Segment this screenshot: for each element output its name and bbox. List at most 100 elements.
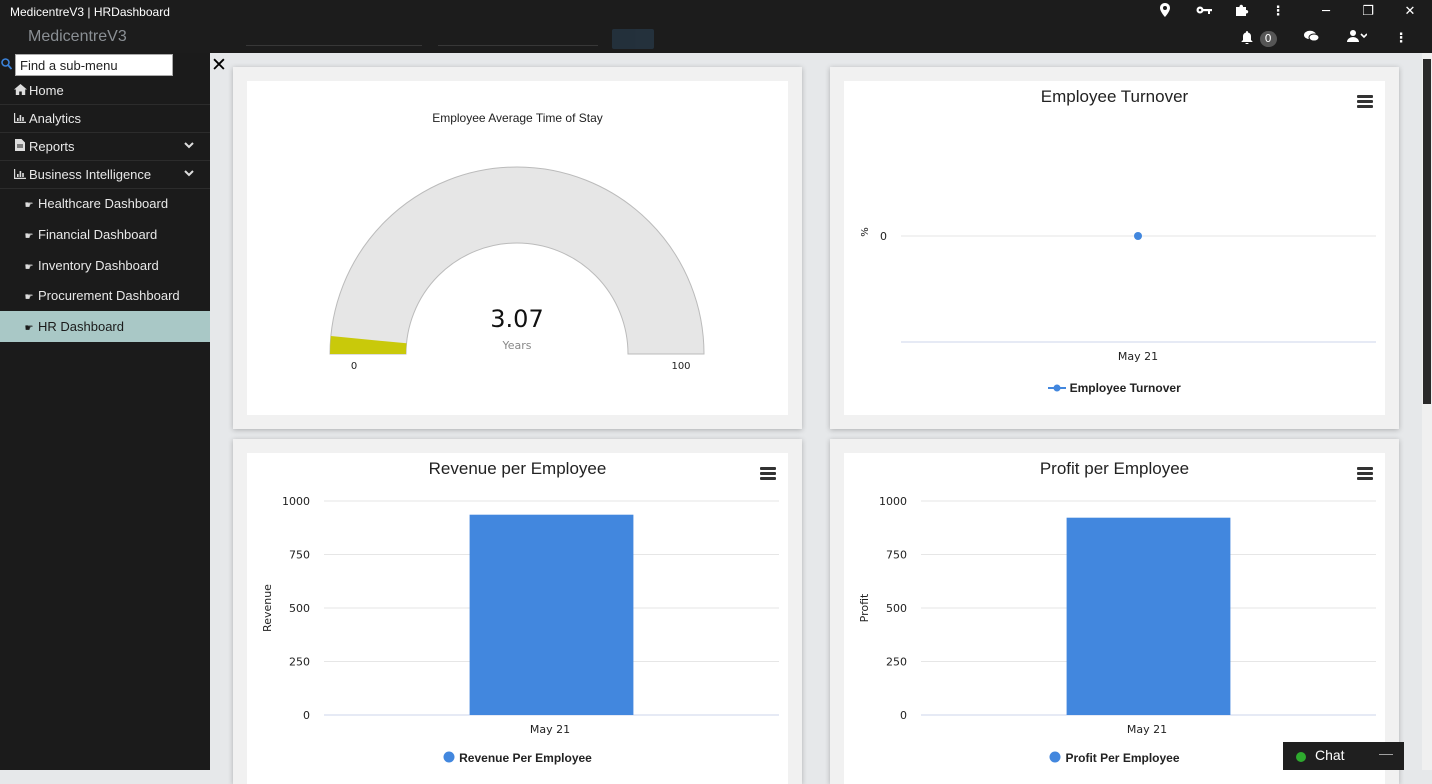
online-status-dot [1296,752,1306,762]
home-icon [13,78,27,106]
file-icon [13,134,27,162]
y-tick-label: 250 [289,656,310,669]
sidebar-item-healthcare-dashboard[interactable]: ☛ Healthcare Dashboard [0,188,210,219]
revenue-chart: Revenue per Employee 0 250 500 750 1000 Reve… [247,453,788,784]
window-titlebar: MedicentreV3 | HRDashboard ⋮ ─ ❐ ✕ [0,0,1432,24]
turnover-svg: % 0 May 21 [860,227,1376,363]
chart-legend[interactable]: Employee Turnover [844,381,1385,395]
chart-legend[interactable]: Revenue Per Employee [247,751,788,765]
notifications-button[interactable]: 0 [1240,28,1278,50]
sidebar-item-procurement-dashboard[interactable]: ☛ Procurement Dashboard [0,280,210,311]
chart-legend[interactable]: Profit Per Employee [844,751,1385,765]
hand-pointer-icon: ☛ [24,292,34,303]
data-point [1134,232,1142,240]
chart-title: Employee Average Time of Stay [432,111,603,125]
date-from-field[interactable] [246,32,422,46]
user-icon [1347,30,1368,46]
x-tick-label: May 21 [530,723,570,736]
more-icon[interactable]: ⋮ [1271,4,1285,19]
profit-chart: Profit per Employee 0 250 500 750 1000 Profi… [844,453,1385,784]
hand-pointer-icon: ☛ [24,231,34,242]
y-tick-label: 500 [289,602,310,615]
puzzle-icon[interactable] [1233,3,1251,21]
gauge-panel: Employee Average Time of Stay 3.07 Years… [233,67,802,429]
y-tick-label: 250 [886,656,907,669]
gauge-value-arc [330,335,407,354]
legend-label: Profit Per Employee [1065,751,1180,765]
profit-svg: 0 250 500 750 1000 Profit May 21 [858,495,1376,736]
sidebar-item-inventory-dashboard[interactable]: ☛ Inventory Dashboard [0,250,210,281]
chart-title: Employee Turnover [1040,87,1189,106]
y-tick-label: 500 [886,602,907,615]
chart-menu-icon[interactable] [760,467,776,481]
close-sidebar-button[interactable]: ✕ [211,54,227,76]
revenue-panel: Revenue per Employee 0 250 500 750 1000 Reve… [233,439,802,784]
chat-bubbles-icon[interactable] [1302,28,1320,50]
sidebar-item-label: Inventory Dashboard [38,258,159,273]
bell-icon [1241,31,1257,46]
gauge-unit: Years [501,339,531,352]
hand-pointer-icon: ☛ [24,323,34,334]
submenu-search-input[interactable] [15,54,173,76]
minimize-chat-icon[interactable]: — [1379,745,1393,761]
chart-title: Profit per Employee [1039,459,1190,478]
hand-pointer-icon: ☛ [24,200,34,211]
date-to-field[interactable] [438,32,598,46]
gauge-svg: 3.07 Years 0 100 [329,166,705,372]
scrollbar-thumb[interactable] [1423,59,1431,404]
sidebar-item-label: Financial Dashboard [38,227,158,242]
location-icon[interactable] [1156,3,1174,21]
chevron-down-icon [184,133,194,161]
legend-line-marker [1048,384,1067,392]
sidebar-item-analytics[interactable]: Analytics [0,105,210,133]
brand-name: MedicentreV3 [28,28,127,45]
gauge-min-label: 0 [351,361,357,372]
gauge-value: 3.07 [490,305,543,333]
kebab-menu-icon[interactable]: ⋮ [1394,31,1408,46]
gauge-max-label: 100 [671,361,690,372]
sidebar-item-label: Analytics [29,111,82,126]
close-window-button[interactable]: ✕ [1404,4,1416,19]
sidebar-item-reports[interactable]: Reports [0,133,210,161]
sidebar-item-home[interactable]: Home [0,77,210,105]
y-tick-label: 750 [886,549,907,562]
search-icon [1,58,13,72]
user-menu-button[interactable] [1343,28,1371,50]
chat-label: Chat [1315,747,1345,763]
sidebar-item-label: Business Intelligence [29,167,152,182]
restore-button[interactable]: ❐ [1362,4,1374,19]
x-tick-label: May 21 [1127,723,1167,736]
sidebar-item-label: Home [29,83,64,98]
minimize-button[interactable]: ─ [1322,4,1330,19]
sidebar-search [0,53,210,78]
sidebar-item-hr-dashboard[interactable]: ☛ HR Dashboard [0,311,210,342]
filter-button[interactable] [612,29,654,49]
y-axis-label: Profit [858,593,871,622]
revenue-svg: 0 250 500 750 1000 Revenue May 21 [261,495,779,736]
bar [1066,517,1231,715]
legend-label: Employee Turnover [1069,381,1181,395]
x-tick-label: May 21 [1118,350,1158,363]
legend-label: Revenue Per Employee [459,751,592,765]
key-icon[interactable] [1195,3,1213,21]
chart-icon [13,162,27,190]
page-scrollbar[interactable] [1422,53,1432,770]
y-tick-label: 0 [900,709,907,722]
hand-pointer-icon: ☛ [24,262,34,273]
chart-icon [13,106,27,134]
sidebar-item-label: HR Dashboard [38,319,124,334]
sidebar: Home Analytics Reports Business Intellig… [0,53,210,770]
chart-menu-icon[interactable] [1357,95,1373,109]
y-tick-label: 1000 [282,495,310,508]
profit-panel: Profit per Employee 0 250 500 750 1000 Profi… [830,439,1399,784]
gauge-chart: Employee Average Time of Stay 3.07 Years… [247,81,788,415]
date-filter-bar [232,28,662,50]
sidebar-item-financial-dashboard[interactable]: ☛ Financial Dashboard [0,219,210,250]
sidebar-item-business-intelligence[interactable]: Business Intelligence [0,161,210,189]
chart-menu-icon[interactable] [1357,467,1373,481]
y-tick-label: 750 [289,549,310,562]
gauge-background-arc [329,166,705,355]
app-header: MedicentreV3 0 ⋮ [0,24,1432,53]
y-axis-label: % [860,227,871,237]
chat-widget[interactable]: Chat — [1283,742,1404,770]
